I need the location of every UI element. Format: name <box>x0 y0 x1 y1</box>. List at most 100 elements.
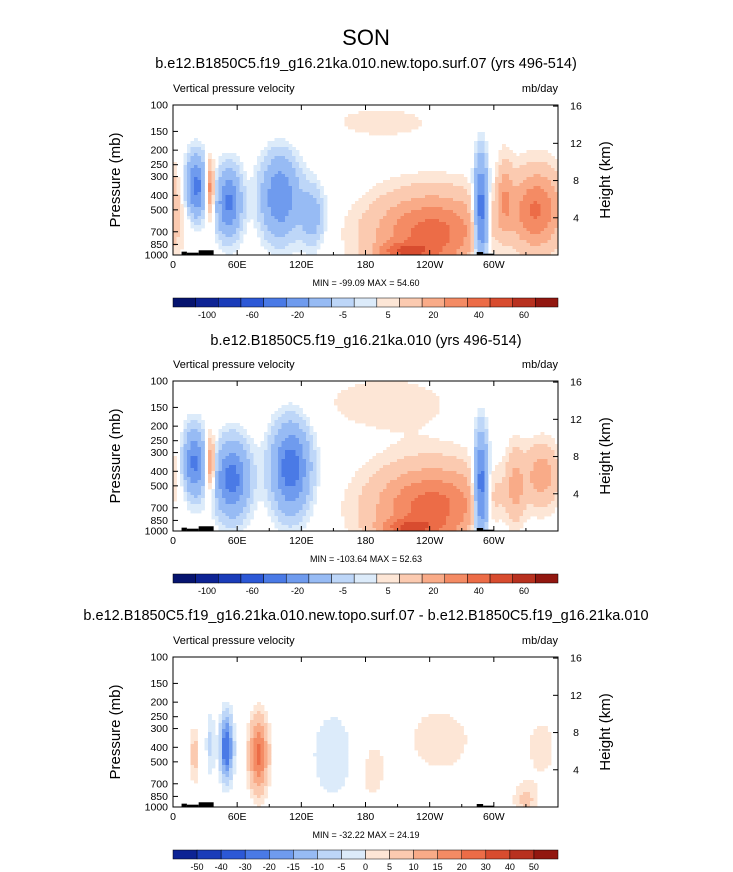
contour-cell <box>509 162 513 166</box>
contour-cell <box>316 192 321 196</box>
contour-cell <box>379 516 384 520</box>
contour-cell <box>435 213 440 217</box>
contour-cell <box>404 114 408 118</box>
contour-cell <box>257 162 261 166</box>
contour-cell <box>470 225 475 229</box>
contour-cell <box>222 210 226 214</box>
contour-cell <box>267 492 272 496</box>
contour-cell <box>376 453 380 457</box>
contour-cell <box>292 147 296 151</box>
contour-cell <box>498 210 503 214</box>
contour-cell <box>281 432 286 436</box>
contour-cell <box>253 204 258 208</box>
contour-cell <box>411 234 415 238</box>
contour-cell <box>463 237 468 241</box>
contour-cell <box>530 228 534 232</box>
contour-cell <box>320 195 324 199</box>
contour-cell <box>376 189 380 193</box>
contour-cell <box>295 174 300 178</box>
contour-cell <box>218 204 223 208</box>
contour-cell <box>292 162 296 166</box>
contour-cell <box>239 240 244 244</box>
contour-cell <box>201 201 205 205</box>
contour-cell <box>253 195 258 199</box>
contour-cell <box>222 468 226 472</box>
contour-cell <box>509 180 513 184</box>
contour-cell <box>215 516 219 520</box>
contour-cell <box>365 411 370 415</box>
contour-cell <box>540 180 545 184</box>
contour-cell <box>180 246 184 250</box>
contour-cell <box>246 219 251 223</box>
contour-cell <box>222 189 226 193</box>
contour-cell <box>271 516 275 520</box>
contour-cell <box>383 222 387 226</box>
contour-cell <box>187 501 191 505</box>
contour-cell <box>215 453 219 457</box>
contour-cell <box>449 240 454 244</box>
contour-cell <box>397 246 401 250</box>
contour-cell <box>243 477 247 481</box>
contour-cell <box>369 393 373 397</box>
contour-cell <box>194 477 198 481</box>
contour-cell <box>180 438 184 442</box>
contour-cell <box>292 237 296 241</box>
contour-cell <box>435 189 440 193</box>
contour-cell <box>393 189 398 193</box>
land-mask <box>198 250 214 255</box>
contour-cell <box>229 186 233 190</box>
contour-cell <box>295 495 300 499</box>
contour-cell <box>253 171 258 175</box>
contour-cell <box>355 390 359 394</box>
contour-cell <box>358 249 363 253</box>
contour-cell <box>439 210 443 214</box>
contour-cell <box>414 123 419 127</box>
contour-cell <box>285 450 289 454</box>
contour-cell <box>225 213 230 217</box>
contour-cell <box>379 459 384 463</box>
contour-cell <box>365 390 370 394</box>
contour-cell <box>449 213 454 217</box>
contour-cell <box>278 516 282 520</box>
contour-cell <box>316 465 321 469</box>
contour-cell <box>365 114 370 118</box>
contour-cell <box>365 210 370 214</box>
contour-cell <box>302 414 307 418</box>
contour-cell <box>547 201 552 205</box>
contour-cell <box>376 210 380 214</box>
contour-cell <box>236 222 240 226</box>
contour-cell <box>173 171 177 175</box>
contour-cell <box>432 207 436 211</box>
contour-cell <box>253 213 258 217</box>
contour-cell <box>260 171 265 175</box>
contour-cell <box>369 501 373 505</box>
contour-cell <box>197 201 202 205</box>
contour-cell <box>554 162 559 166</box>
contour-cell <box>197 456 202 460</box>
contour-cell <box>271 213 275 217</box>
contour-cell <box>414 246 419 250</box>
contour-cell <box>498 165 503 169</box>
contour-cell <box>173 462 177 466</box>
contour-cell <box>302 228 307 232</box>
contour-cell <box>428 171 433 175</box>
contour-cell <box>264 480 268 484</box>
contour-cell <box>341 402 345 406</box>
contour-cell <box>376 120 380 124</box>
contour-cell <box>474 234 478 238</box>
contour-cell <box>400 243 405 247</box>
contour-cell <box>512 249 517 253</box>
contour-cell <box>295 420 300 424</box>
contour-cell <box>278 189 282 193</box>
contour-cell <box>218 468 223 472</box>
contour-cell <box>271 186 275 190</box>
contour-cell <box>288 507 293 511</box>
contour-cell <box>201 186 205 190</box>
contour-cell <box>281 216 286 220</box>
contour-cell <box>428 240 433 244</box>
contour-cell <box>306 489 310 493</box>
contour-cell <box>250 186 254 190</box>
contour-cell <box>505 171 510 175</box>
contour-cell <box>414 189 419 193</box>
contour-cell <box>446 201 450 205</box>
